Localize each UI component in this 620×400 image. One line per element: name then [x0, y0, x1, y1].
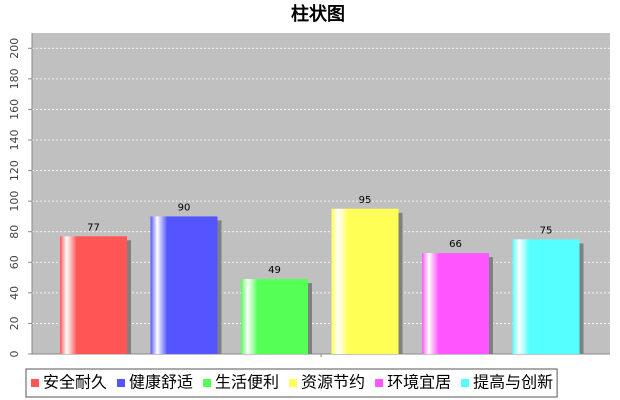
y-tick-label: 20	[8, 316, 21, 330]
value-label: 66	[449, 239, 462, 250]
y-tick-label: 200	[8, 38, 21, 59]
legend-label: 环境宜居	[387, 373, 451, 392]
legend-swatch	[375, 379, 384, 387]
legend-swatch	[203, 379, 212, 387]
legend-label: 生活便利	[215, 373, 279, 392]
y-tick-label: 40	[8, 286, 21, 300]
bar	[512, 239, 580, 354]
y-tick-label: 0	[8, 351, 21, 358]
y-tick-label: 120	[8, 160, 21, 181]
value-label: 95	[359, 195, 372, 206]
bar	[241, 279, 308, 354]
value-label: 75	[540, 225, 553, 236]
bar	[331, 208, 399, 354]
legend-swatch	[31, 379, 39, 387]
value-label: 90	[178, 202, 191, 213]
y-tick-label: 140	[8, 130, 21, 151]
y-tick-label: 180	[8, 68, 21, 89]
y-tick-label: 160	[8, 99, 21, 120]
value-label: 77	[87, 222, 100, 233]
y-tick-label: 80	[8, 225, 21, 239]
bar	[422, 253, 489, 354]
legend-label: 健康舒适	[129, 373, 193, 392]
chart-title: 柱状图	[291, 3, 345, 25]
legend-swatch	[461, 379, 470, 387]
legend-swatch	[117, 379, 126, 387]
value-label: 49	[268, 265, 281, 276]
bar	[150, 216, 218, 354]
legend-label: 提高与创新	[473, 373, 553, 392]
y-tick-label: 100	[8, 191, 21, 212]
bar	[60, 236, 127, 354]
legend: 安全耐久 健康舒适 生活便利 资源节约 环境宜居 提高与创新	[25, 368, 558, 398]
legend-label: 资源节约	[301, 373, 365, 392]
legend-label: 安全耐久	[43, 373, 107, 392]
legend-swatch	[289, 379, 298, 387]
y-tick-label: 60	[8, 255, 21, 269]
legend-border	[25, 368, 558, 398]
